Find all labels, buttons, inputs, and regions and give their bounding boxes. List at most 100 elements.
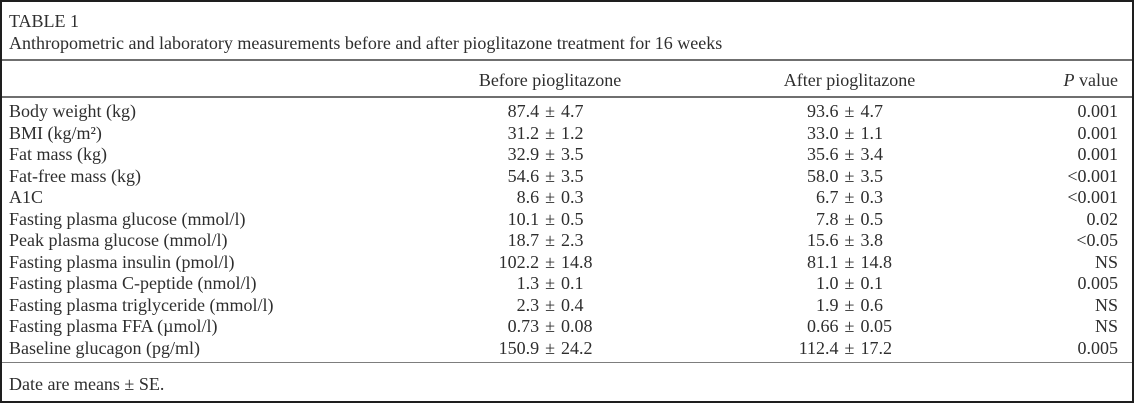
plus-minus: ± <box>545 101 555 121</box>
sd: 1.2 <box>561 122 584 143</box>
sd: 0.5 <box>860 208 883 229</box>
mean: 93.6 <box>807 101 839 121</box>
sd: 0.3 <box>860 187 883 207</box>
table-row: Peak plasma glucose (mmol/l) 18.7 ±2.3 15… <box>2 230 1132 252</box>
plus-minus: ± <box>545 187 555 207</box>
sd: 0.1 <box>860 273 883 293</box>
before-value: 18.7 ±2.3 <box>398 230 703 252</box>
sd: 17.2 <box>860 337 892 358</box>
plus-minus: ± <box>844 316 855 336</box>
row-label: Peak plasma glucose (mmol/l) <box>9 230 228 250</box>
before-value: 87.4 ±4.7 <box>398 97 703 123</box>
header-before: Before pioglitazone <box>397 61 703 98</box>
before-value: 10.1 ±0.5 <box>398 209 703 231</box>
plus-minus: ± <box>545 165 555 186</box>
p-value: NS <box>1094 294 1118 315</box>
plus-minus: ± <box>545 316 555 336</box>
plus-minus: ± <box>545 273 555 293</box>
before-value: 32.9 ±3.5 <box>398 144 703 166</box>
sd: 3.5 <box>561 165 584 186</box>
mean: 6.7 <box>816 187 839 207</box>
sd: 0.4 <box>561 294 584 315</box>
sd: 3.8 <box>860 230 883 250</box>
table-caption-block: TABLE 1 Anthropometric and laboratory me… <box>2 2 1132 61</box>
plus-minus: ± <box>545 144 555 164</box>
row-label: Baseline glucagon (pg/ml) <box>9 337 200 358</box>
measurements-table: Before pioglitazone After pioglitazone P… <box>2 61 1132 359</box>
table-header: Before pioglitazone After pioglitazone P… <box>2 61 1132 98</box>
mean: 2.3 <box>516 294 540 315</box>
sd: 3.5 <box>561 144 584 164</box>
before-value: 102.2 ±14.8 <box>398 252 703 274</box>
plus-minus: ± <box>545 294 555 315</box>
after-value: 112.4 ±17.2 <box>703 338 997 360</box>
table-row: Fasting plasma insulin (pmol/l) 102.2 ±14… <box>2 252 1132 274</box>
sd: 0.1 <box>561 273 584 293</box>
header-p-value: P value <box>996 61 1132 98</box>
sd: 24.2 <box>561 337 593 358</box>
mean: 58.0 <box>807 165 839 186</box>
sd: 14.8 <box>860 251 892 272</box>
sd: 3.5 <box>860 165 883 186</box>
row-label: Fasting plasma glucose (mmol/l) <box>9 208 246 229</box>
before-value: 54.6 ±3.5 <box>398 166 703 188</box>
sd: 0.08 <box>561 316 593 336</box>
mean: 1.0 <box>816 273 839 293</box>
mean: 1.3 <box>516 273 540 293</box>
after-value: 1.9 ±0.6 <box>703 295 997 317</box>
sd: 1.1 <box>860 122 883 143</box>
table-body: Body weight (kg) 87.4 ±4.7 93.6 ±4.7 0.001… <box>2 97 1132 359</box>
header-after: After pioglitazone <box>702 61 997 98</box>
plus-minus: ± <box>545 208 555 229</box>
mean: 0.66 <box>807 316 839 336</box>
table-row: Body weight (kg) 87.4 ±4.7 93.6 ±4.7 0.001 <box>2 97 1132 123</box>
sd: 0.05 <box>860 316 892 336</box>
plus-minus: ± <box>545 230 555 250</box>
plus-minus: ± <box>545 122 555 143</box>
mean: 7.8 <box>816 208 839 229</box>
plus-minus: ± <box>844 122 855 143</box>
after-value: 33.0 ±1.1 <box>703 123 997 145</box>
mean: 35.6 <box>807 144 839 164</box>
sd: 0.6 <box>860 294 883 315</box>
plus-minus: ± <box>545 251 555 272</box>
row-label: Fasting plasma FFA (µmol/l) <box>9 316 218 336</box>
p-value: 0.001 <box>1077 144 1119 164</box>
table-row: Fat-free mass (kg) 54.6 ±3.5 58.0 ±3.5 <0.… <box>2 166 1132 188</box>
table-row: Fat mass (kg) 32.9 ±3.5 35.6 ±3.4 0.001 <box>2 144 1132 166</box>
plus-minus: ± <box>844 294 855 315</box>
p-value-word: value <box>1074 70 1118 90</box>
plus-minus: ± <box>844 337 855 358</box>
mean: 112.4 <box>798 337 839 358</box>
p-value: 0.001 <box>1077 122 1119 143</box>
after-value: 93.6 ±4.7 <box>703 97 997 123</box>
plus-minus: ± <box>844 273 855 293</box>
after-value: 7.8 ±0.5 <box>703 209 997 231</box>
sd: 4.7 <box>860 101 883 121</box>
p-value: 0.001 <box>1077 101 1119 121</box>
mean: 10.1 <box>507 208 540 229</box>
table-row: Fasting plasma C-peptide (nmol/l) 1.3 ±0.… <box>2 273 1132 295</box>
p-value: NS <box>1094 251 1118 272</box>
mean: 33.0 <box>807 122 839 143</box>
plus-minus: ± <box>545 337 555 358</box>
table-row: Baseline glucagon (pg/ml) 150.9 ±24.2 112… <box>2 338 1132 360</box>
after-value: 15.6 ±3.8 <box>703 230 997 252</box>
mean: 18.7 <box>507 230 540 250</box>
table-number: TABLE 1 <box>9 11 80 31</box>
table-row: Fasting plasma triglyceride (mmol/l) 2.3… <box>2 295 1132 317</box>
sd: 14.8 <box>561 251 593 272</box>
p-value: <0.05 <box>1076 230 1118 250</box>
mean: 31.2 <box>507 122 540 143</box>
mean: 32.9 <box>507 144 540 164</box>
sd: 0.3 <box>561 187 584 207</box>
p-value: <0.001 <box>1067 165 1118 186</box>
table-footnote: Date are means ± SE. <box>2 362 1132 395</box>
mean: 0.73 <box>507 316 540 336</box>
p-symbol: P <box>1063 70 1075 90</box>
before-value: 2.3 ±0.4 <box>398 295 703 317</box>
table-row: A1C 8.6 ±0.3 6.7 ±0.3 <0.001 <box>2 187 1132 209</box>
plus-minus: ± <box>844 208 855 229</box>
after-value: 0.66 ±0.05 <box>703 316 997 338</box>
row-label: Body weight (kg) <box>9 101 136 121</box>
